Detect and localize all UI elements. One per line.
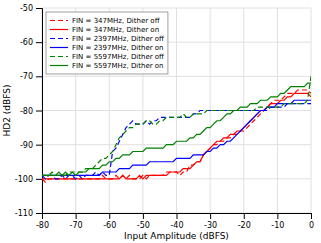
lines xyxy=(42,76,311,182)
x-axis-tick-mark xyxy=(177,213,178,219)
x-axis-title: Input Amplitude (dBFS) xyxy=(124,231,229,241)
legend-box xyxy=(46,12,168,74)
x-axis-tick: 0 xyxy=(309,213,314,230)
x-axis-tick-label: -50 xyxy=(137,221,150,230)
legend-swatch xyxy=(50,20,68,21)
series-line xyxy=(42,76,311,175)
y-axis-tick: -60 xyxy=(20,38,42,47)
plot: -80-70-60-50-40-30-20-100-110-100-90-80-… xyxy=(15,4,314,230)
y-axis-tick-mark xyxy=(36,8,42,9)
x-axis-tick: -20 xyxy=(238,213,251,230)
y-axis-tick-label: -70 xyxy=(20,72,33,81)
y-axis-tick: -90 xyxy=(20,141,42,150)
x-axis-tick-label: -60 xyxy=(103,221,116,230)
y-axis: -110 -100 -90 -80 -70 -60 -50 xyxy=(15,4,43,218)
legend-swatch xyxy=(50,38,68,39)
y-axis-tick-label: -50 xyxy=(20,4,33,13)
x-axis-tick-label: -70 xyxy=(70,221,83,230)
y-axis-tick-mark xyxy=(36,76,42,77)
series-line xyxy=(42,90,311,182)
x-axis-tick-mark xyxy=(277,213,278,219)
x-axis-tick-mark xyxy=(311,213,312,219)
legend-swatch xyxy=(50,47,68,48)
x-axis: -80 -70 -60 -50 -40 -30 -20 -10 0 xyxy=(36,213,314,230)
grid-line-y xyxy=(42,144,311,145)
x-axis-tick-mark xyxy=(210,213,211,219)
y-axis-tick-mark xyxy=(36,145,42,146)
x-axis-tick-mark xyxy=(76,213,77,219)
x-axis-tick: -80 xyxy=(36,213,49,230)
x-axis-tick: -60 xyxy=(103,213,116,230)
y-axis-tick-mark xyxy=(36,111,42,112)
y-axis-tick: -110 xyxy=(15,209,42,218)
x-axis-tick-label: -20 xyxy=(238,221,251,230)
x-axis-tick-label: -80 xyxy=(36,221,49,230)
series-line xyxy=(42,83,311,175)
x-axis-tick: -10 xyxy=(271,213,284,230)
x-axis-tick-mark xyxy=(143,213,144,219)
grid-line-y xyxy=(42,8,311,9)
grid-line-y xyxy=(42,76,311,77)
legend-label: FIN = 5597MHz, Dither off xyxy=(72,53,164,61)
legend: FIN = 347MHz, Dither offFIN = 347MHz, Di… xyxy=(46,12,168,74)
x-axis-tick-label: -40 xyxy=(170,221,183,230)
y-axis-tick-label: -80 xyxy=(20,107,33,116)
y-axis-tick-mark xyxy=(36,213,42,214)
x-axis-tick-mark xyxy=(244,213,245,219)
legend-swatch xyxy=(50,65,68,66)
y-axis-tick: -100 xyxy=(15,175,42,184)
y-axis-title: HD2 (dBFS) xyxy=(2,85,12,137)
y-axis-tick: -80 xyxy=(20,107,42,116)
y-axis-tick-mark xyxy=(36,179,42,180)
y-axis-tick: -50 xyxy=(20,4,42,13)
y-axis-tick-label: -60 xyxy=(20,38,33,47)
y-axis-tick-mark xyxy=(36,42,42,43)
x-axis-tick: -30 xyxy=(204,213,217,230)
legend-label: FIN = 2397MHz, Dither on xyxy=(72,44,164,52)
legend-label: FIN = 347MHz, Dither on xyxy=(72,26,159,34)
x-axis-tick-label: 0 xyxy=(309,221,314,230)
x-axis-tick-label: -30 xyxy=(204,221,217,230)
y-axis-tick-label: -90 xyxy=(20,141,33,150)
legend-label: FIN = 347MHz, Dither off xyxy=(72,17,160,25)
x-axis-tick-label: -10 xyxy=(271,221,284,230)
legend-swatch xyxy=(50,29,68,30)
series-line xyxy=(42,93,311,178)
x-axis-tick: -70 xyxy=(70,213,83,230)
x-axis-line xyxy=(43,214,312,220)
series-line xyxy=(42,100,311,175)
y-axis-tick-label: -100 xyxy=(15,175,33,184)
legend-swatch xyxy=(50,56,68,57)
legend-label: FIN = 5597MHz, Dither on xyxy=(72,62,164,70)
y-axis-tick-label: -110 xyxy=(15,209,33,218)
y-axis-tick: -70 xyxy=(20,72,42,81)
x-axis-tick: -50 xyxy=(137,213,150,230)
x-axis-tick-mark xyxy=(109,213,110,219)
grid-line-y xyxy=(42,110,311,111)
x-axis-tick: -40 xyxy=(170,213,183,230)
grid xyxy=(42,8,311,213)
legend-label: FIN = 2397MHz, Dither off xyxy=(72,35,164,43)
y-axis-line xyxy=(36,9,43,214)
chart: -80-70-60-50-40-30-20-100-110-100-90-80-… xyxy=(0,0,321,243)
